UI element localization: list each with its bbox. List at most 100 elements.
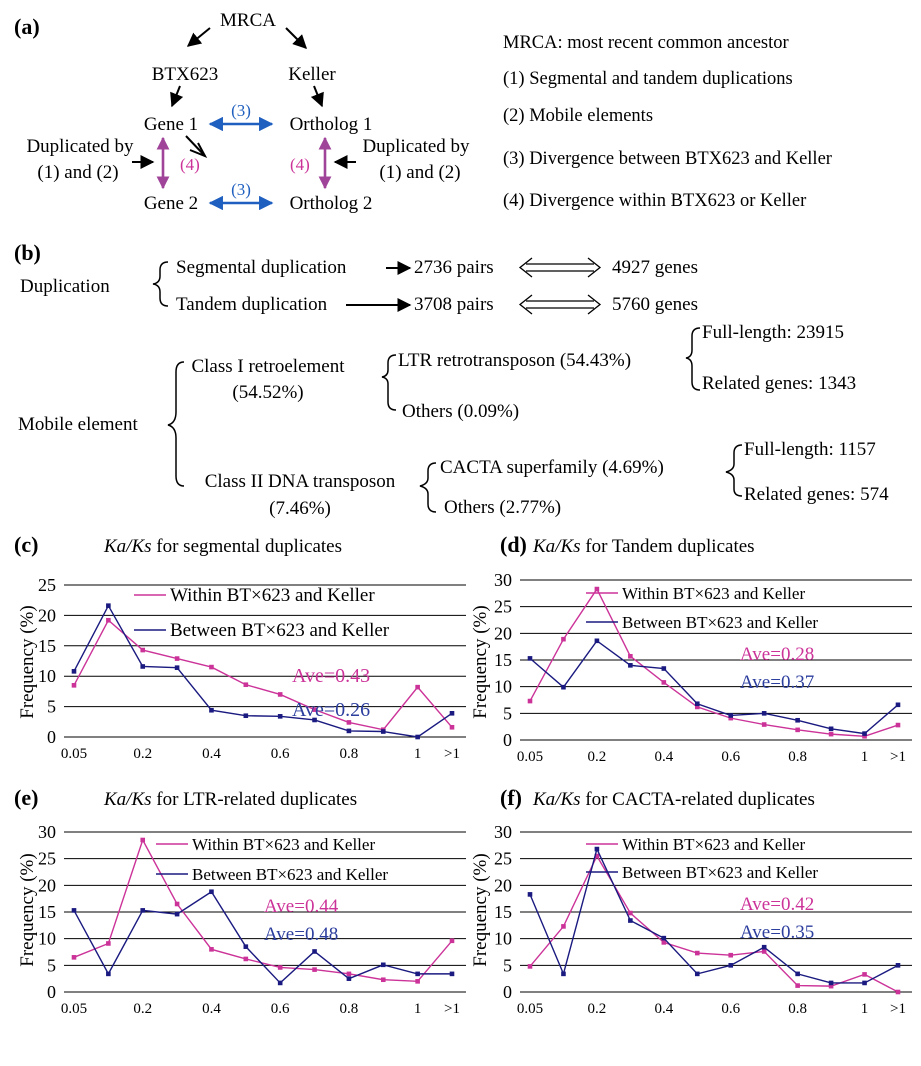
others2-label: Others (2.77%)	[444, 497, 561, 518]
y-tick-label: 10	[494, 929, 512, 949]
data-point	[140, 837, 146, 843]
data-point	[694, 704, 700, 710]
data-point	[243, 956, 249, 962]
x-tick-label: 0.05	[517, 1001, 543, 1017]
tandem-genes: 5760 genes	[612, 294, 698, 315]
data-point	[277, 965, 283, 970]
x-tick-label: 0.2	[133, 746, 152, 762]
duplication-label: Duplication	[20, 276, 110, 297]
data-point	[661, 680, 667, 685]
x-tick-label: 0.6	[721, 1001, 740, 1017]
legend-line: (4) Divergence within BTX623 or Keller	[503, 191, 806, 211]
duplicated-note-left-2: (1) and (2)	[37, 162, 118, 183]
data-point	[243, 682, 249, 688]
divergence-label-bottom: (3)	[231, 180, 251, 199]
data-point	[628, 653, 633, 659]
data-point	[694, 950, 700, 956]
data-point	[795, 971, 800, 977]
segmental-equivalence-arrow	[518, 257, 602, 278]
x-tick-label: 0.4	[654, 1001, 673, 1017]
x-tick-label: 0.05	[61, 1001, 87, 1017]
connector-gene1-gene2	[185, 135, 206, 157]
average-annotation: Ave=0.26	[292, 699, 370, 721]
data-point	[728, 963, 734, 968]
class1-percent: (54.52%)	[232, 382, 303, 403]
tandem-label: Tandem duplication	[176, 294, 328, 315]
data-point	[312, 717, 317, 723]
panel-a: (a) MRCA BTX623 Keller Gene 1 Ortholog 1…	[14, 10, 832, 214]
panel-label: (f)	[500, 785, 522, 810]
data-point	[312, 967, 317, 972]
data-point	[761, 722, 767, 727]
chart-panel-f: (f) Ka/Ks for CACTA-related duplicates 0 5 1…	[470, 785, 912, 1017]
data-point	[795, 717, 800, 723]
data-point	[594, 638, 600, 644]
series-line-within	[529, 587, 899, 737]
data-point	[209, 889, 214, 895]
gene2-origin-arrowhead	[189, 142, 208, 158]
series-line-between	[529, 847, 899, 984]
y-tick-label: 0	[503, 730, 512, 750]
chart-title-italic: Ka/Ks	[532, 536, 581, 557]
chart-title-italic: Ka/Ks	[103, 789, 152, 810]
y-tick-label: 5	[503, 955, 512, 975]
tandem-pairs: 3708 pairs	[414, 294, 494, 315]
data-point	[761, 944, 767, 950]
node-gene-1: Gene 1	[144, 114, 198, 135]
legend-label: Within BT×623 and Keller	[192, 835, 375, 854]
data-point	[243, 713, 249, 719]
average-annotation: Ave=0.37	[740, 672, 814, 693]
panel-a-label: (a)	[14, 14, 40, 39]
y-tick-label: 10	[38, 666, 56, 686]
arrow-mrca-keller	[285, 27, 307, 49]
x-tick-label: 0.8	[788, 749, 807, 765]
x-tick-label: 0.6	[721, 749, 740, 765]
segmental-label: Segmental duplication	[176, 257, 347, 278]
legend-label: Within BT×623 and Keller	[622, 835, 805, 854]
y-tick-label: 30	[494, 570, 512, 590]
data-point	[106, 617, 111, 623]
x-tick-label: 0.05	[517, 749, 543, 765]
class1-label: Class I retroelement	[191, 356, 345, 377]
data-point	[71, 908, 77, 913]
chart-title-rest: for LTR-related duplicates	[152, 789, 358, 810]
ltr-label: LTR retrotransposon (54.43%)	[398, 350, 631, 371]
average-annotation: Ave=0.48	[264, 924, 338, 945]
segmental-pairs: 2736 pairs	[414, 257, 494, 278]
y-axis-label: Frequency (%)	[17, 605, 38, 718]
data-point	[312, 949, 317, 954]
data-point	[862, 731, 867, 736]
node-ortholog-2: Ortholog 2	[290, 193, 373, 214]
data-point	[661, 666, 667, 671]
data-point	[449, 724, 455, 730]
data-point	[380, 962, 386, 968]
y-tick-label: 25	[494, 597, 512, 617]
data-point	[895, 702, 901, 708]
chart-title: Ka/Ks for segmental duplicates	[103, 536, 342, 557]
y-tick-label: 30	[38, 822, 56, 842]
chart-panel-e: (e) Ka/Ks for LTR-related duplicates 0 5 10 1…	[14, 785, 466, 1017]
data-point	[527, 656, 533, 661]
data-point	[828, 980, 834, 986]
duplicated-note-right-1: Duplicated by	[362, 136, 470, 157]
y-tick-label: 25	[38, 575, 56, 595]
x-tick-label: 0.6	[271, 1001, 290, 1017]
data-point	[795, 727, 800, 733]
legend-label: Between BT×623 and Keller	[622, 863, 818, 882]
data-point	[106, 971, 111, 977]
legend-line: (1) Segmental and tandem duplications	[503, 69, 793, 89]
class2-percent: (7.46%)	[269, 498, 331, 519]
data-point	[415, 971, 420, 977]
legend-label: Between BT×623 and Keller	[170, 620, 390, 641]
data-point	[895, 963, 901, 968]
legend-line: (3) Divergence between BTX623 and Keller	[503, 149, 832, 169]
data-point	[728, 713, 734, 718]
data-point	[277, 980, 283, 986]
ltr-brace	[685, 327, 701, 391]
y-tick-label: 25	[494, 849, 512, 869]
data-point	[561, 924, 566, 929]
legend-line: (2) Mobile elements	[503, 106, 653, 126]
legend-label: Within BT×623 and Keller	[622, 584, 805, 603]
average-annotation: Ave=0.43	[292, 665, 370, 687]
cacta-related-genes: Related genes: 574	[744, 484, 889, 505]
